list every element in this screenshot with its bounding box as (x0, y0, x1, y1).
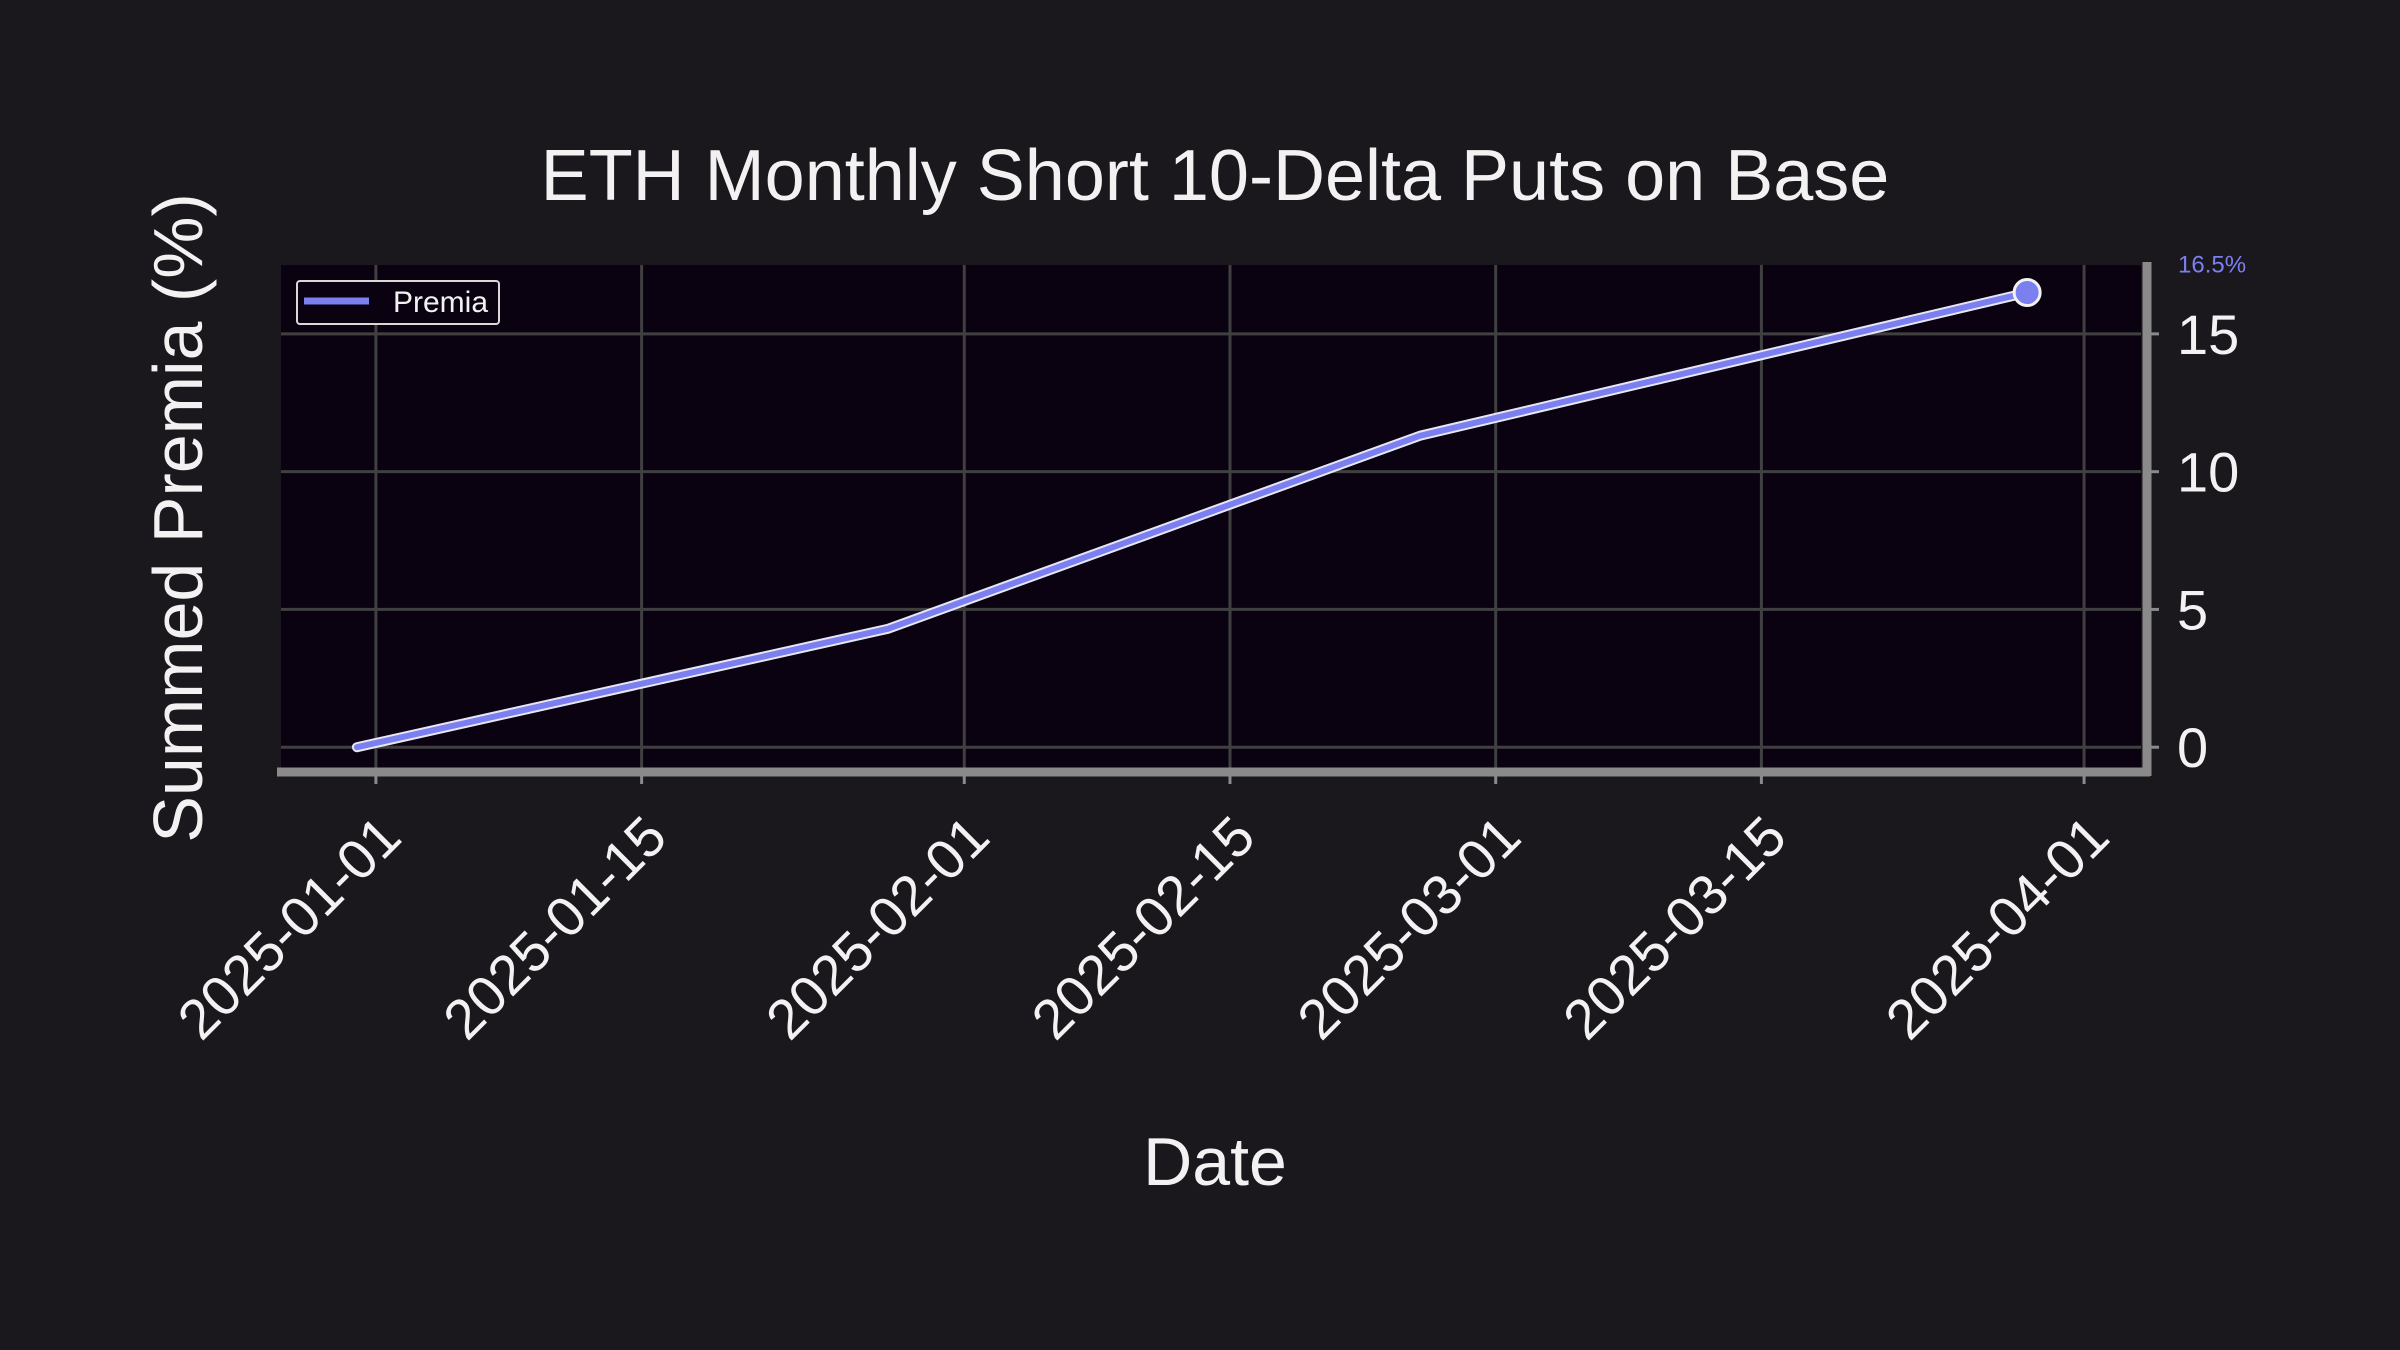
series-layer (351, 278, 2042, 753)
axes (277, 262, 2152, 777)
chart-title: ETH Monthly Short 10-Delta Puts on Base (541, 136, 1890, 216)
legend-label-premia: Premia (393, 286, 488, 319)
end-value-annotation: 16.5% (2178, 252, 2246, 279)
y-tick-label-1: 5 (2177, 578, 2208, 641)
end-point-marker (2012, 278, 2042, 308)
legend: Premia (296, 280, 500, 325)
plot-area (281, 265, 2141, 772)
y-tick-label-0: 0 (2177, 716, 2208, 779)
series-line-premia (353, 289, 2031, 751)
x-axis-label: Date (1143, 1124, 1287, 1200)
legend-box (296, 280, 500, 325)
y-tick-label-2: 10 (2177, 441, 2239, 504)
y-axis-label: Summed Premia (%) (139, 193, 217, 843)
y-tick-label-3: 15 (2177, 303, 2239, 366)
